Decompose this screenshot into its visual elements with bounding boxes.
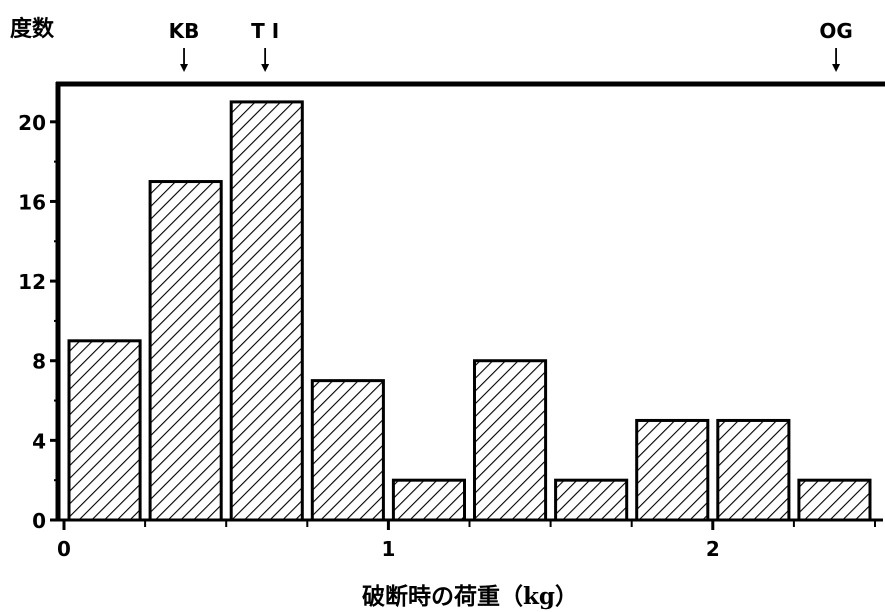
y-ticks: 0 4 8 12 16 20 xyxy=(18,111,60,533)
bar-9 xyxy=(797,478,872,522)
annotation-ti: T I xyxy=(251,19,279,72)
bar-0 xyxy=(67,339,142,522)
down-arrow-icon xyxy=(180,64,189,72)
annotation-label: OG xyxy=(819,19,852,43)
bar-5 xyxy=(473,359,548,522)
x-tick-label: 0 xyxy=(57,537,71,561)
x-tick-label: 1 xyxy=(381,537,395,561)
y-tick-label: 8 xyxy=(32,350,46,374)
y-tick-label: 20 xyxy=(18,111,46,135)
bars xyxy=(67,100,872,522)
bar-6 xyxy=(554,478,629,522)
down-arrow-icon xyxy=(832,64,841,72)
annotation-label: KB xyxy=(169,19,200,43)
y-tick-label: 4 xyxy=(32,429,46,453)
y-tick-label: 12 xyxy=(18,270,46,294)
y-tick-label: 0 xyxy=(32,509,46,533)
bar-3 xyxy=(310,379,385,522)
down-arrow-icon xyxy=(261,64,270,72)
annotations: KB T I OG xyxy=(169,19,853,72)
annotation-label: T I xyxy=(251,19,279,43)
bar-8 xyxy=(716,418,791,522)
x-ticks: 0 1 2 xyxy=(57,520,876,561)
bar-4 xyxy=(391,478,466,522)
bar-1 xyxy=(148,180,223,522)
y-axis-label: 度数 xyxy=(10,16,55,42)
x-axis-label: 破断時の荷重（kg） xyxy=(362,583,578,610)
annotation-kb: KB xyxy=(169,19,200,72)
bar-2 xyxy=(229,100,304,522)
x-tick-label: 2 xyxy=(706,537,720,561)
annotation-og: OG xyxy=(819,19,853,72)
bar-7 xyxy=(635,418,710,522)
y-tick-label: 16 xyxy=(18,190,46,214)
